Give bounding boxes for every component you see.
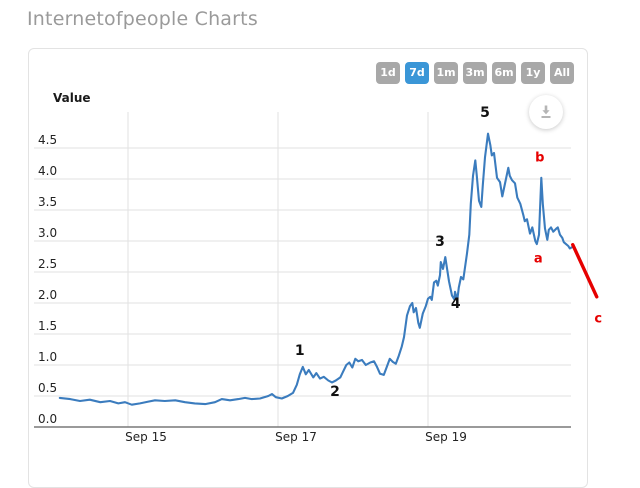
range-button-all[interactable]: All bbox=[550, 62, 574, 84]
range-selector: 1d 7d 1m 3m 6m 1y All bbox=[376, 62, 574, 84]
range-button-1m[interactable]: 1m bbox=[434, 62, 458, 84]
range-button-7d[interactable]: 7d bbox=[405, 62, 429, 84]
range-button-1d[interactable]: 1d bbox=[376, 62, 400, 84]
range-button-6m[interactable]: 6m bbox=[492, 62, 516, 84]
abc-label-c: c bbox=[594, 311, 602, 326]
download-button[interactable] bbox=[529, 95, 563, 129]
chart-card: 1d 7d 1m 3m 6m 1y All Value bbox=[28, 48, 588, 488]
y-axis-title: Value bbox=[53, 91, 91, 105]
download-icon bbox=[541, 105, 551, 118]
range-button-3m[interactable]: 3m bbox=[463, 62, 487, 84]
range-button-1y[interactable]: 1y bbox=[521, 62, 545, 84]
page-title: Internetofpeople Charts bbox=[27, 8, 258, 30]
